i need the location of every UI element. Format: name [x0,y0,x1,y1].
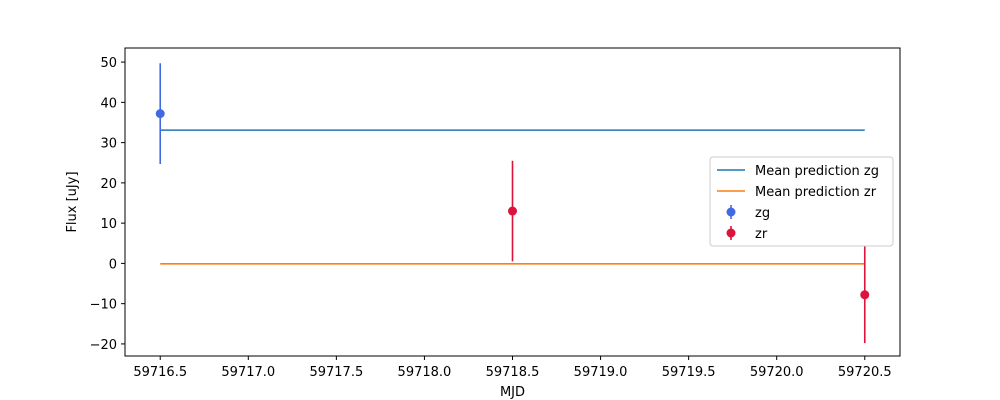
data-point [155,109,165,119]
legend: Mean prediction zg Mean prediction zr zg zr [709,156,894,247]
legend-label: zr [755,227,768,242]
x-tick-label: 59717.5 [309,365,363,380]
x-tick-label: 59720.0 [750,365,804,380]
y-tick-label: 10 [100,217,117,232]
y-axis: −20 −10 0 10 20 30 40 50 [90,56,125,353]
data-point [508,206,517,216]
x-tick-label: 59717.0 [221,365,275,380]
legend-label: Mean prediction zg [755,164,879,179]
legend-label: Mean prediction zr [755,185,877,200]
data-point [860,290,870,300]
x-axis-label: MJD [500,385,525,400]
x-tick-label: 59719.0 [574,365,628,380]
y-axis-label: Flux [uJy] [65,171,80,232]
x-tick-label: 59719.5 [662,365,716,380]
y-tick-label: 20 [100,177,117,192]
y-tick-label: 0 [109,257,117,272]
x-tick-label: 59716.5 [133,365,187,380]
y-tick-label: 40 [100,96,117,111]
y-tick-label: 50 [100,56,117,71]
x-tick-label: 59718.5 [486,365,540,380]
y-tick-label: −20 [90,338,117,353]
legend-label: zg [755,206,770,221]
y-tick-label: −10 [90,298,117,313]
x-axis: 59716.5 59717.0 59717.5 59718.0 59718.5 59719… [133,356,892,380]
plot-area [155,63,870,344]
legend-marker-swatch [726,228,736,238]
legend-marker-swatch [726,207,736,217]
x-tick-label: 59720.5 [838,365,892,380]
x-tick-label: 59718.0 [398,365,452,380]
y-tick-label: 30 [100,137,117,152]
legend-box [709,156,894,247]
